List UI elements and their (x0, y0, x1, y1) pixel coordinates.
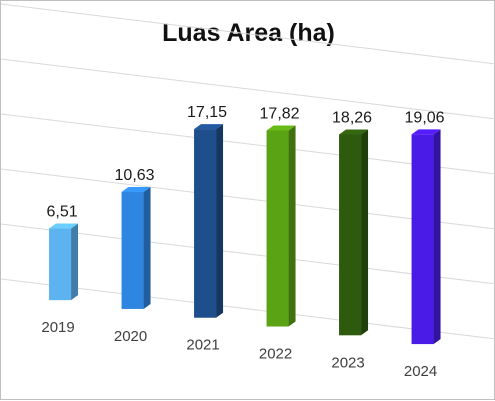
bar (339, 129, 369, 336)
bar-side (361, 129, 369, 336)
bar-side (143, 187, 151, 309)
x-tick-label: 2023 (331, 354, 364, 371)
bar-top (339, 129, 369, 135)
bar-side (216, 124, 224, 318)
bar-top (266, 125, 296, 131)
bar-front (121, 192, 144, 309)
data-label: 17,82 (260, 106, 300, 123)
bar (266, 125, 296, 327)
bar-front (194, 129, 217, 318)
data-label: 10,63 (115, 167, 155, 184)
bar-front (339, 134, 362, 336)
bar-front (411, 134, 434, 345)
data-label: 17,15 (187, 104, 227, 121)
x-tick-label: 2021 (186, 337, 219, 354)
label-layer: 6,51 2019 10,63 2020 17,15 2021 17,82 2022 18,26… (41, 104, 444, 380)
bar-front (49, 228, 72, 301)
bar (121, 187, 151, 309)
bar (411, 129, 441, 345)
bar-top (121, 187, 151, 193)
bar-layer (49, 124, 441, 345)
bar-front (266, 130, 289, 327)
bar-side (71, 223, 79, 301)
gridline (1, 3, 495, 65)
data-label: 6,51 (46, 204, 77, 221)
gridline (1, 58, 495, 120)
x-tick-label: 2019 (41, 319, 74, 336)
x-tick-label: 2020 (114, 328, 147, 345)
x-tick-label: 2022 (259, 346, 292, 363)
bar-top (194, 124, 224, 130)
bar (49, 223, 79, 301)
bar-side (288, 125, 296, 327)
bar (194, 124, 224, 318)
bar-side (433, 129, 441, 345)
bar-top (49, 223, 79, 229)
data-label: 19,06 (405, 109, 445, 126)
chart-title: Luas Area (ha) (162, 19, 335, 47)
grid-layer (1, 3, 495, 340)
data-label: 18,26 (332, 109, 372, 126)
bar-top (411, 129, 441, 135)
x-tick-label: 2024 (404, 363, 437, 380)
